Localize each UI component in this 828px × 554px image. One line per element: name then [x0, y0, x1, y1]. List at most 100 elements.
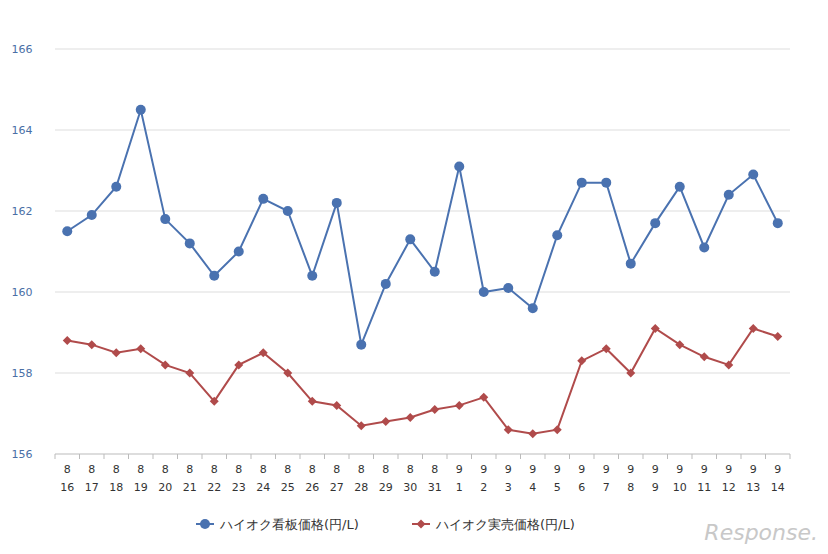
point	[87, 340, 96, 349]
x-tick	[79, 454, 80, 459]
x-tick	[618, 454, 619, 459]
x-tick-label-line: 8	[407, 463, 414, 476]
x-tick-label: 816	[60, 463, 74, 494]
x-tick-label: 92	[480, 463, 487, 494]
x-tick-label-line: 8	[137, 463, 144, 476]
x-tick-label-line: 9	[652, 463, 659, 476]
x-tick-label: 821	[183, 463, 197, 494]
x-tick-label-line: 4	[529, 481, 536, 494]
x-tick-label-line: 9	[456, 463, 463, 476]
x-tick-label-line: 9	[505, 463, 512, 476]
point	[748, 170, 758, 180]
x-tick-label-line: 9	[554, 463, 561, 476]
point	[454, 161, 464, 171]
x-tick-label: 824	[256, 463, 270, 494]
point	[455, 401, 464, 410]
x-tick-label: 93	[505, 463, 512, 494]
point	[185, 238, 195, 248]
x-tick	[373, 454, 374, 459]
point	[699, 242, 709, 252]
x-tick	[349, 454, 350, 459]
x-tick-label: 823	[232, 463, 246, 494]
point	[675, 340, 684, 349]
x-tick	[422, 454, 423, 459]
x-tick-label: 910	[673, 463, 687, 494]
x-tick-label: 827	[330, 463, 344, 494]
x-tick	[471, 454, 472, 459]
x-tick-label-line: 9	[578, 463, 585, 476]
x-tick-label: 95	[554, 463, 561, 494]
x-tick-label-line: 13	[746, 481, 760, 494]
point	[406, 413, 415, 422]
x-tick-label-line: 9	[750, 463, 757, 476]
x-tick	[153, 454, 154, 459]
point	[749, 324, 758, 333]
x-tick	[398, 454, 399, 459]
x-tick	[643, 454, 644, 459]
point	[357, 421, 366, 430]
x-tick-label-line: 9	[701, 463, 708, 476]
x-tick-label-line: 26	[305, 481, 319, 494]
point	[479, 393, 488, 402]
x-tick-label: 913	[746, 463, 760, 494]
x-tick	[520, 454, 521, 459]
x-tick-label-line: 11	[697, 481, 711, 494]
x-tick-label: 819	[134, 463, 148, 494]
x-tick	[447, 454, 448, 459]
point	[62, 226, 72, 236]
x-tick-label-line: 28	[354, 481, 368, 494]
x-tick	[692, 454, 693, 459]
point	[87, 210, 97, 220]
x-tick-label-line: 27	[330, 481, 344, 494]
x-tick-label: 911	[697, 463, 711, 494]
x-tick	[496, 454, 497, 459]
point	[136, 105, 146, 115]
x-tick-label-line: 8	[211, 463, 218, 476]
x-tick-label: 912	[722, 463, 736, 494]
x-tick-label-line: 23	[232, 481, 246, 494]
y-tick-label: 166	[12, 43, 33, 56]
point	[675, 182, 685, 192]
x-tick-label-line: 25	[281, 481, 295, 494]
x-tick-label-line: 9	[603, 463, 610, 476]
legend-label: ハイオク実売価格(円/L)	[435, 517, 575, 532]
point	[773, 332, 782, 341]
x-tick-label-line: 1	[456, 481, 463, 494]
x-tick-label-line: 8	[113, 463, 120, 476]
x-tick	[324, 454, 325, 459]
x-tick-label-line: 9	[652, 481, 659, 494]
point	[700, 352, 709, 361]
x-tick-label-line: 31	[428, 481, 442, 494]
point	[259, 348, 268, 357]
series-line	[67, 328, 778, 433]
point	[111, 182, 121, 192]
x-tick-label: 97	[603, 463, 610, 494]
point	[332, 401, 341, 410]
x-tick	[275, 454, 276, 459]
x-tick-label-line: 21	[183, 481, 197, 494]
x-tick	[594, 454, 595, 459]
x-tick-label-line: 8	[431, 463, 438, 476]
x-tick-label-line: 8	[333, 463, 340, 476]
x-tick	[545, 454, 546, 459]
x-tick	[226, 454, 227, 459]
x-tick-label: 829	[379, 463, 393, 494]
point	[405, 234, 415, 244]
x-tick-label: 91	[456, 463, 463, 494]
x-tick-label-line: 20	[158, 481, 172, 494]
legend: ハイオク看板価格(円/L)ハイオク実売価格(円/L)	[196, 517, 575, 532]
x-tick-label-line: 14	[771, 481, 785, 494]
x-tick-label-line: 24	[256, 481, 270, 494]
grid-line	[55, 49, 790, 50]
x-tick-label: 820	[158, 463, 172, 494]
x-tick-label: 96	[578, 463, 585, 494]
x-tick-label: 914	[771, 463, 785, 494]
x-tick-label-line: 8	[235, 463, 242, 476]
point	[136, 344, 145, 353]
x-tick-label-line: 7	[603, 481, 610, 494]
point	[626, 259, 636, 269]
point	[479, 287, 489, 297]
plot	[62, 105, 783, 439]
x-tick-label: 831	[428, 463, 442, 494]
point	[283, 206, 293, 216]
